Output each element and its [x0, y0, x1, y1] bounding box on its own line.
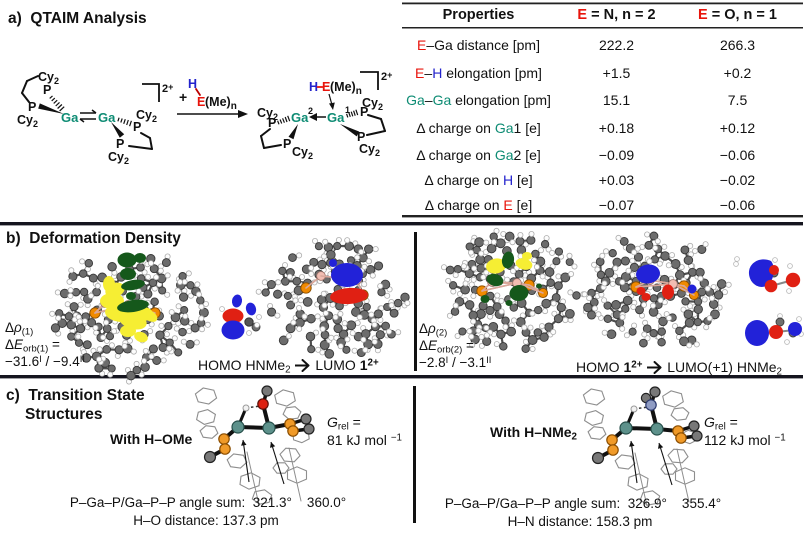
svg-text:+: +: [179, 89, 187, 105]
svg-text:(Me)n: (Me)n: [330, 80, 362, 97]
svg-text:H: H: [188, 77, 197, 91]
svg-text:E: E: [197, 95, 205, 109]
svg-text:2+: 2+: [381, 70, 392, 83]
svg-text:P: P: [360, 105, 368, 119]
svg-text:Ga: Ga: [291, 110, 309, 125]
svg-text:Cy2: Cy2: [362, 96, 383, 112]
svg-text:E: E: [322, 80, 330, 94]
svg-text:H: H: [309, 80, 318, 94]
svg-text:Cy2: Cy2: [17, 113, 38, 129]
svg-text:Ga: Ga: [98, 110, 116, 125]
svg-text:Ga: Ga: [327, 110, 345, 125]
svg-text:Cy2: Cy2: [108, 150, 129, 166]
svg-text:P: P: [283, 137, 291, 151]
svg-text:P: P: [116, 137, 124, 151]
svg-text:2+: 2+: [162, 82, 173, 95]
svg-text:1: 1: [345, 105, 350, 115]
svg-text:2: 2: [308, 106, 313, 116]
svg-text:Cy2: Cy2: [136, 108, 157, 124]
svg-text:Cy2: Cy2: [292, 145, 313, 161]
svg-text:(Me)n: (Me)n: [205, 95, 237, 112]
svg-text:Ga: Ga: [61, 110, 79, 125]
svg-text:P: P: [28, 100, 36, 114]
svg-text:Cy2: Cy2: [359, 142, 380, 158]
svg-text:P: P: [43, 83, 51, 97]
svg-text:P: P: [357, 130, 365, 144]
svg-text:Cy2: Cy2: [38, 70, 59, 86]
svg-text:P: P: [268, 116, 276, 130]
svg-text:Cy2: Cy2: [257, 106, 278, 122]
svg-text:P: P: [133, 120, 141, 134]
